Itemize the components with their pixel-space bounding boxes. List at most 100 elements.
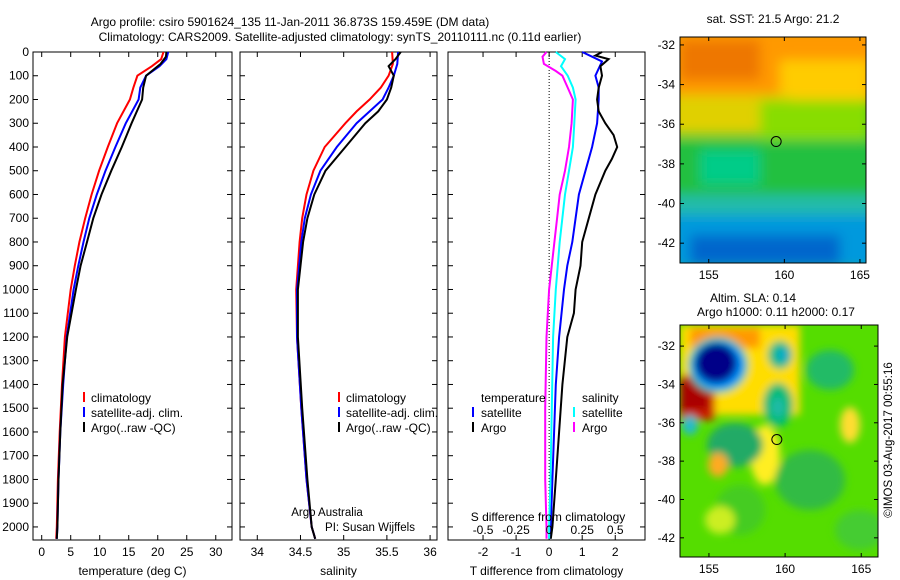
- x-tick-label: -2: [478, 545, 489, 559]
- depth-tick-label: 500: [9, 164, 29, 178]
- x-tick-label: 1: [579, 545, 586, 559]
- credit-argo-australia: Argo Australia: [291, 507, 363, 519]
- depth-tick-label: 1000: [2, 282, 29, 296]
- lat-tick-label: -36: [658, 416, 676, 430]
- lon-tick-label: 155: [699, 268, 719, 282]
- depth-tick-label: 200: [9, 92, 29, 106]
- x-tick-label: 35: [337, 545, 351, 559]
- series-line-argo: [55, 51, 168, 539]
- argo-location-marker: [770, 136, 782, 148]
- s-tick-label: 0.25: [571, 523, 595, 537]
- x-tick-label: 5: [67, 545, 74, 559]
- lon-tick-label: 160: [774, 268, 794, 282]
- lat-tick-label: -34: [658, 377, 676, 391]
- panel-frame-temperature: [32, 51, 233, 541]
- lat-tick-label: -34: [658, 78, 676, 92]
- depth-tick-label: 2000: [2, 520, 29, 534]
- sla-map-title: Altim. SLA: 0.14: [710, 291, 796, 305]
- sla-map-subtitle: Argo h1000: 0.11 h2000: 0.17: [697, 305, 855, 319]
- lon-tick-label: 160: [775, 562, 795, 576]
- lon-tick-label: 165: [851, 562, 871, 576]
- lat-tick-label: -42: [658, 236, 676, 250]
- lon-tick-label: 165: [850, 268, 870, 282]
- depth-tick-label: 1500: [2, 401, 29, 415]
- sla-map-image: [680, 325, 878, 557]
- series-line-argo: [296, 51, 402, 540]
- x-tick-label: 34.5: [289, 545, 313, 559]
- depth-tick-label: 1400: [2, 377, 29, 391]
- x-tick-label: 2: [612, 545, 619, 559]
- figure-title-line2: Climatology: CARS2009. Satellite-adjuste…: [99, 30, 582, 44]
- lat-tick-label: -38: [658, 454, 676, 468]
- lat-tick-label: -32: [658, 38, 676, 52]
- depth-tick-label: 1600: [2, 425, 29, 439]
- lat-tick-label: -40: [658, 197, 676, 211]
- sla-map-frame: [679, 324, 879, 558]
- depth-tick-label: 400: [9, 140, 29, 154]
- x-tick-label: 0: [38, 545, 45, 559]
- s-tick-label: 0.5: [607, 523, 624, 537]
- legend-label-satellite: satellite-adj. clim.: [346, 406, 438, 420]
- depth-tick-label: 1100: [3, 306, 29, 320]
- depth-tick-label: 300: [9, 116, 29, 130]
- x-tick-label: 10: [93, 545, 107, 559]
- lat-tick-label: -42: [658, 531, 676, 545]
- panel-frame-differences: [447, 51, 646, 541]
- copyright-label: ©IMOS 03-Aug-2017 00:55:16: [883, 362, 895, 518]
- legend-label-argo: Argo: [481, 421, 507, 435]
- legend-label-s_argo: Argo: [582, 421, 608, 435]
- legend-heading-temperature: temperature: [481, 391, 546, 405]
- sst-map-image: [680, 37, 866, 263]
- lon-tick-label: 155: [699, 562, 719, 576]
- lat-tick-label: -36: [658, 117, 676, 131]
- depth-tick-label: 0: [22, 45, 29, 59]
- sst-map-title: sat. SST: 21.5 Argo: 21.2: [707, 12, 840, 26]
- x-tick-label: 0: [546, 545, 553, 559]
- legend-label-argo: Argo(..raw -QC): [91, 421, 176, 435]
- lat-tick-label: -32: [658, 339, 676, 353]
- depth-tick-label: 800: [9, 235, 29, 249]
- legend-label-climatology: climatology: [91, 391, 151, 405]
- legend-label-s_satellite: satellite: [582, 406, 623, 420]
- x-axis-label-differences: T difference from climatology: [470, 564, 624, 578]
- depth-tick-label: 900: [9, 259, 29, 273]
- s-tick-label: -0.25: [502, 523, 530, 537]
- series-line-satellite: [296, 51, 400, 540]
- argo-location-marker: [771, 434, 783, 446]
- legend-label-argo: Argo(..raw -QC): [346, 421, 431, 435]
- depth-tick-label: 700: [9, 211, 29, 225]
- lat-tick-label: -40: [658, 492, 676, 506]
- x-tick-label: 36: [423, 545, 437, 559]
- series-line-t-satellite: [549, 51, 604, 539]
- series-line-s-argo: [541, 51, 574, 539]
- series-line-t-argo: [549, 51, 619, 539]
- x-tick-label: 20: [151, 545, 165, 559]
- x-tick-label: -1: [511, 545, 522, 559]
- x-tick-label: 30: [209, 545, 223, 559]
- depth-tick-label: 1300: [2, 354, 29, 368]
- panel-frame-salinity: [239, 51, 438, 541]
- series-line-s-satellite: [548, 51, 577, 539]
- legend-heading-salinity: salinity: [582, 391, 619, 405]
- legend-label-climatology: climatology: [346, 391, 406, 405]
- depth-tick-label: 1900: [2, 496, 29, 510]
- lat-tick-label: -38: [658, 157, 676, 171]
- depth-tick-label: 1700: [2, 449, 29, 463]
- series-line-climatology: [295, 51, 394, 540]
- x-axis-label-temperature: temperature (deg C): [78, 564, 186, 578]
- credit-pi: PI: Susan Wijffels: [325, 522, 415, 534]
- legend-label-satellite: satellite: [481, 406, 522, 420]
- legend-label-satellite: satellite-adj. clim.: [91, 406, 183, 420]
- depth-tick-label: 100: [9, 69, 29, 83]
- series-line-satellite: [55, 51, 170, 539]
- sst-map-frame: [679, 36, 867, 264]
- depth-tick-label: 600: [9, 187, 29, 201]
- depth-tick-label: 1200: [2, 330, 29, 344]
- figure-title-line1: Argo profile: csiro 5901624_135 11-Jan-2…: [91, 15, 489, 29]
- s-axis-label: S difference from climatology: [471, 510, 626, 524]
- depth-tick-label: 1800: [2, 472, 29, 486]
- s-tick-label: 0: [546, 523, 553, 537]
- x-tick-label: 15: [122, 545, 136, 559]
- x-tick-label: 35.5: [375, 545, 399, 559]
